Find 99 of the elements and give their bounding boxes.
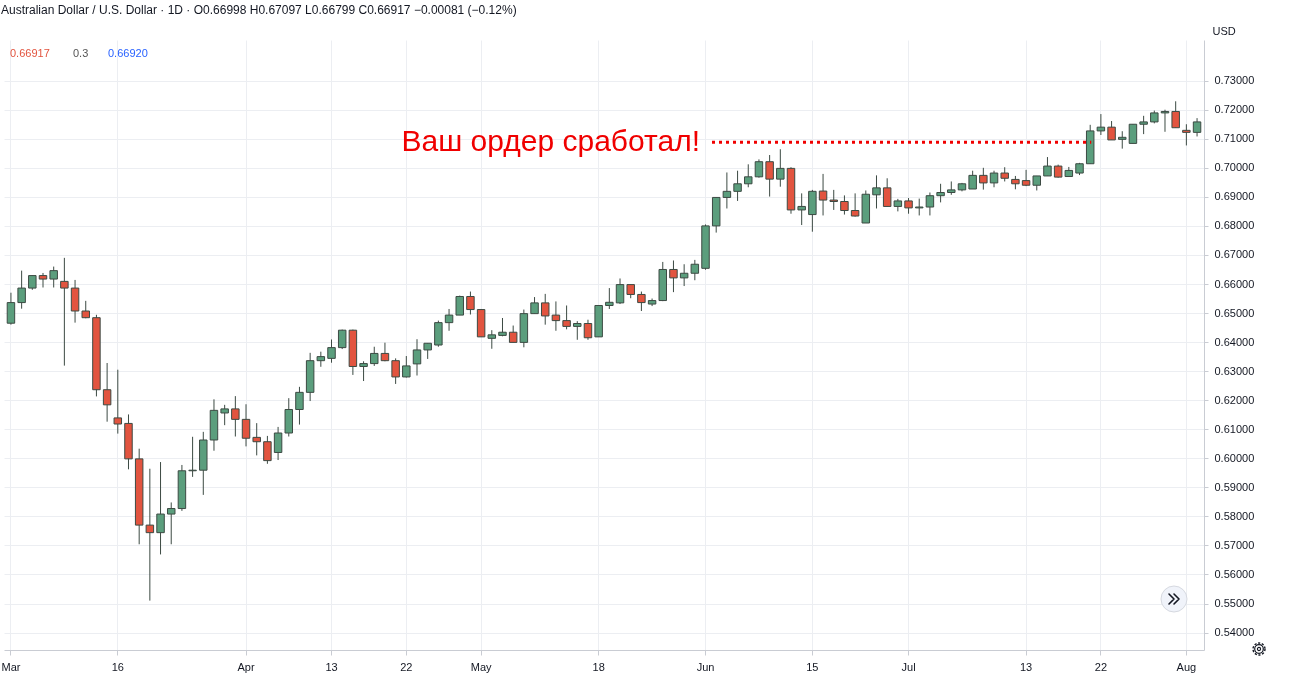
candlestick [733,170,742,202]
candlestick [925,192,935,216]
y-tick-label: 0.72000 [1214,103,1255,116]
candlestick [391,357,400,385]
annotation: 0.66920 [108,47,148,59]
y-tick-label: 0.65000 [1214,306,1255,319]
candlestick [583,319,593,341]
x-tick-label: 15 [806,660,819,673]
y-tick-label: 0.63000 [1214,364,1255,377]
candlestick [1171,100,1180,129]
candlestick [562,305,571,330]
candlestick [220,404,229,426]
y-tick-label: 0.54000 [1214,626,1255,639]
candlestick [231,395,240,437]
x-tick-label: May [470,660,493,673]
y-tick-label: 0.64000 [1214,335,1255,348]
candlestick [1182,123,1191,146]
annotation: 0.66917 [10,47,50,59]
candlestick [359,360,368,382]
x-tick-label: 18 [592,660,605,673]
candlestick [1021,169,1031,187]
y-axis-title: USD [1212,24,1236,37]
x-tick-label: 16 [111,660,124,673]
y-tick-label: 0.66000 [1214,277,1255,290]
candlestick [38,272,48,288]
ref-line-label: Ваш ордер сработал! [401,124,700,158]
y-tick-label: 0.71000 [1214,132,1255,145]
candlestick [466,291,475,315]
candlestick [605,287,614,310]
candlestick [102,362,112,423]
x-tick-label: Mar [1,660,21,673]
candlestick [263,435,272,465]
x-tick-label: Jun [696,660,715,673]
candlestick [872,174,881,209]
candlestick [968,170,977,190]
y-tick-label: 0.73000 [1214,74,1255,87]
candlestick [70,279,80,324]
candlestick [829,189,838,211]
x-tick-label: 22 [400,660,413,673]
y-tick-label: 0.55000 [1214,597,1255,610]
y-tick-label: 0.59000 [1214,480,1255,493]
candlestick [60,257,69,367]
y-tick-label: 0.67000 [1214,248,1255,261]
candlestick [637,291,646,312]
candlestick [241,403,251,447]
candlestick [434,320,443,348]
candlestick [615,277,625,305]
candlestick [295,386,304,426]
y-tick-label: 0.61000 [1214,422,1255,435]
candlestick [327,338,336,364]
candlestick [412,338,422,376]
candlestick [444,308,454,332]
chart-title: Australian Dollar / U.S. Dollar · 1D · O0.66998 H0.67097 L0.66799 C0.66917 −0.00081 (−0.12%) [0,3,517,17]
candlestick [17,270,26,310]
y-tick-label: 0.70000 [1214,161,1255,174]
x-tick-label: 13 [1019,660,1033,673]
candlestick [166,501,176,545]
candlestick [402,355,411,379]
y-tick-label: 0.62000 [1214,393,1255,406]
candlestick [573,320,582,341]
candlestick [1139,115,1148,135]
y-tick-label: 0.57000 [1214,538,1255,551]
x-tick-label: Jul [901,660,916,673]
candlestick [156,461,165,555]
candlestick [840,194,849,216]
candlestick [113,369,123,435]
x-tick-label: 22 [1094,660,1108,673]
candlestick [669,259,678,293]
candlestick [252,422,261,456]
candlestick [370,346,379,367]
x-tick-label: 13 [325,660,338,673]
candlestick [936,183,945,203]
candlestick [765,154,774,198]
y-tick-label: 0.68000 [1214,219,1255,232]
candlestick [797,192,806,226]
candlestick [1107,120,1116,141]
y-tick-label: 0.58000 [1214,509,1255,522]
candlestick [540,293,550,326]
candlestick [1160,109,1170,133]
y-tick-label: 0.69000 [1214,190,1255,203]
candlestick [808,189,817,233]
annotation: 0.3 [73,47,89,59]
candlestick [1128,123,1138,144]
candlestick [1192,117,1202,137]
x-tick-label: Aug [1176,660,1197,673]
candlestick [6,292,16,326]
candlestick [776,148,785,188]
candlestick [818,173,828,216]
candlestick [744,163,753,188]
x-tick-label: Apr [237,660,255,673]
y-tick-label: 0.56000 [1214,567,1255,580]
candlestick [49,266,58,288]
candlestick [551,300,561,332]
candlestick [273,426,283,461]
candlestick [979,167,988,191]
candlestick [1043,156,1052,177]
y-tick-label: 0.60000 [1214,451,1255,464]
candlestick [754,158,764,179]
candlestick [284,397,294,437]
